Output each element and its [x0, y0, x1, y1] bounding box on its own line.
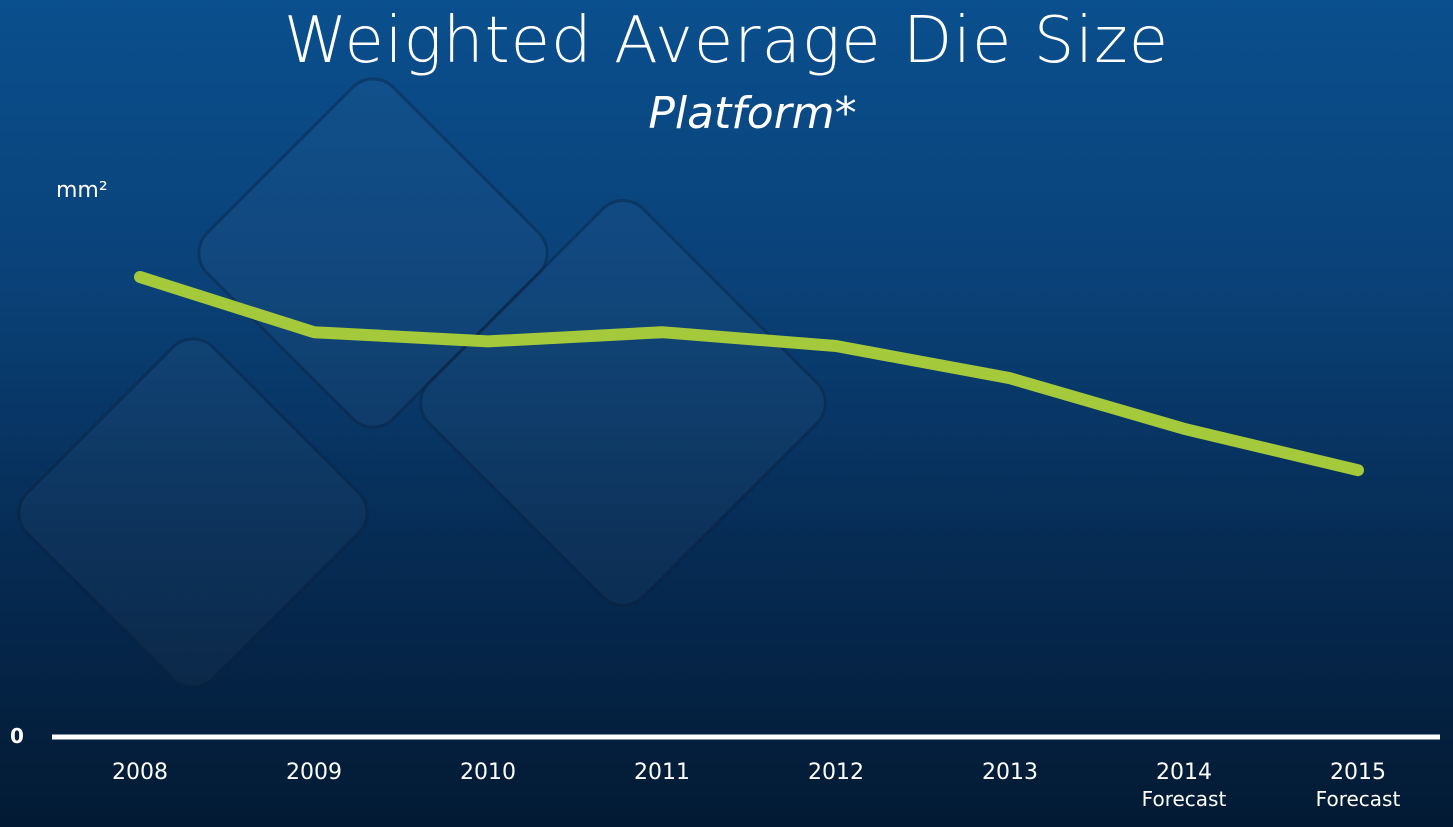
x-tick-label: 2012 [756, 760, 916, 785]
x-tick-label: 2011 [582, 760, 742, 785]
x-tick-label: 2008 [60, 760, 220, 785]
x-tick-year: 2014 [1156, 760, 1212, 785]
x-tick-sublabel: Forecast [1141, 787, 1227, 811]
y-axis-label: mm² [56, 178, 108, 203]
y-tick-label: 0 [10, 724, 24, 748]
x-tick-label: 2009 [234, 760, 394, 785]
x-tick-year: 2012 [808, 760, 864, 785]
x-tick-sublabel: Forecast [1315, 787, 1401, 811]
x-tick-label: 2010 [408, 760, 568, 785]
x-tick-label: 2015 Forecast [1278, 760, 1438, 811]
x-tick-year: 2008 [112, 760, 168, 785]
chart-title: Weighted Average Die Size [283, 4, 1170, 78]
x-tick-year: 2010 [460, 760, 516, 785]
x-tick-year: 2013 [982, 760, 1038, 785]
x-tick-year: 2015 [1330, 760, 1386, 785]
x-tick-label: 2014 Forecast [1104, 760, 1264, 811]
x-tick-label: 2013 [930, 760, 1090, 785]
x-tick-year: 2011 [634, 760, 690, 785]
chart-subtitle: Platform* [648, 88, 857, 139]
x-tick-year: 2009 [286, 760, 342, 785]
series-line [134, 271, 1364, 477]
